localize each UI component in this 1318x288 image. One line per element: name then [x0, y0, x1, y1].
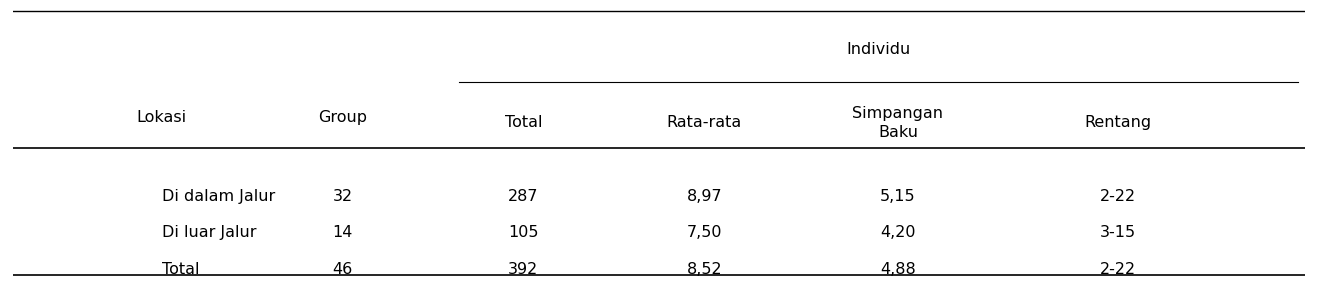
Text: 4,20: 4,20: [880, 226, 916, 240]
Text: Total: Total: [162, 262, 199, 277]
Text: 3-15: 3-15: [1099, 226, 1136, 240]
Text: Di dalam Jalur: Di dalam Jalur: [162, 189, 275, 204]
Text: 5,15: 5,15: [880, 189, 916, 204]
Text: 8,52: 8,52: [687, 262, 722, 277]
Text: 105: 105: [509, 226, 539, 240]
Text: 32: 32: [332, 189, 353, 204]
Text: 46: 46: [332, 262, 353, 277]
Text: Individu: Individu: [846, 42, 911, 57]
Text: 392: 392: [509, 262, 539, 277]
Text: 7,50: 7,50: [687, 226, 722, 240]
Text: Rentang: Rentang: [1083, 115, 1151, 130]
Text: Lokasi: Lokasi: [137, 110, 187, 125]
Text: 8,97: 8,97: [687, 189, 722, 204]
Text: Simpangan
Baku: Simpangan Baku: [853, 106, 944, 140]
Text: 287: 287: [509, 189, 539, 204]
Text: 2-22: 2-22: [1099, 262, 1136, 277]
Text: 14: 14: [332, 226, 353, 240]
Text: Di luar Jalur: Di luar Jalur: [162, 226, 256, 240]
Text: Rata-rata: Rata-rata: [667, 115, 742, 130]
Text: Group: Group: [318, 110, 366, 125]
Text: 2-22: 2-22: [1099, 189, 1136, 204]
Text: 4,88: 4,88: [880, 262, 916, 277]
Text: Total: Total: [505, 115, 542, 130]
